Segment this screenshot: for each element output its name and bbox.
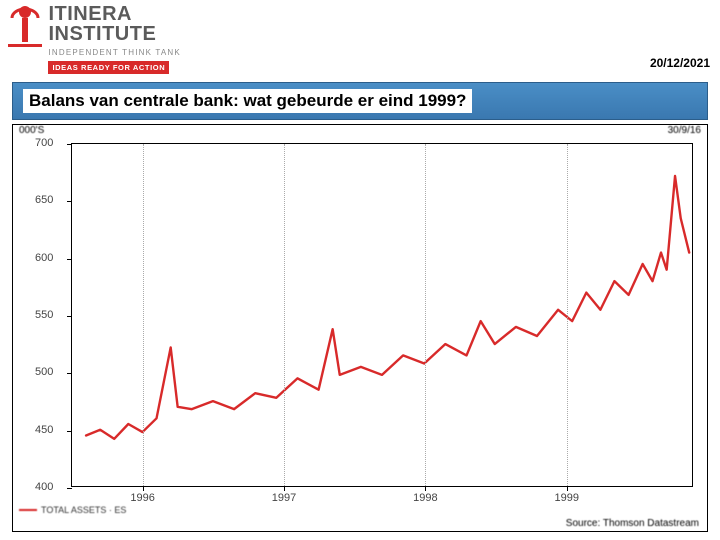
y-tick (67, 373, 72, 374)
chart-line-svg (72, 144, 692, 487)
y-tick (67, 488, 72, 489)
logo-subtitle: INDEPENDENT THINK TANK (48, 48, 181, 57)
legend-label: TOTAL ASSETS · ES (41, 505, 126, 515)
chart-legend: TOTAL ASSETS · ES (19, 505, 126, 515)
y-tick (67, 144, 72, 145)
y-axis-label: 600 (35, 252, 53, 264)
chart-date-stamp: 30/9/16 (668, 125, 701, 141)
x-axis-label: 1998 (413, 492, 437, 504)
y-axis-label: 450 (35, 424, 53, 436)
x-tick (284, 486, 285, 491)
y-tick (67, 259, 72, 260)
x-gridline (143, 144, 144, 486)
slide-title-bar: Balans van centrale bank: wat gebeurde e… (12, 82, 708, 120)
x-axis-label: 1996 (130, 492, 154, 504)
logo-tagline: IDEAS READY FOR ACTION (48, 61, 169, 74)
slide-date: 20/12/2021 (650, 56, 710, 70)
y-axis-label: 500 (35, 366, 53, 378)
chart-source: Source: Thomson Datastream (566, 518, 699, 529)
legend-swatch-icon (19, 509, 37, 511)
x-gridline (425, 144, 426, 486)
logo-mark-icon (8, 4, 42, 53)
chart-plot-area: 1996199719981999 (71, 143, 693, 487)
x-axis-label: 1999 (555, 492, 579, 504)
logo: ITINERA INSTITUTE INDEPENDENT THINK TANK… (8, 4, 181, 75)
slide-header: ITINERA INSTITUTE INDEPENDENT THINK TANK… (0, 0, 720, 78)
y-axis-label: 400 (35, 481, 53, 493)
y-axis-label: 550 (35, 309, 53, 321)
y-tick (67, 431, 72, 432)
x-tick (425, 486, 426, 491)
y-axis-label: 650 (35, 194, 53, 206)
x-axis-label: 1997 (272, 492, 296, 504)
x-tick (143, 486, 144, 491)
y-axis-label: 700 (35, 137, 53, 149)
x-gridline (567, 144, 568, 486)
logo-title-line1: ITINERA (48, 4, 181, 24)
y-tick (67, 316, 72, 317)
x-gridline (284, 144, 285, 486)
x-tick (567, 486, 568, 491)
slide-title: Balans van centrale bank: wat gebeurde e… (23, 89, 472, 113)
logo-title-line2: INSTITUTE (48, 24, 181, 44)
chart-container: 000'S 30/9/16 1996199719981999 TOTAL ASS… (12, 124, 708, 532)
y-tick (67, 201, 72, 202)
